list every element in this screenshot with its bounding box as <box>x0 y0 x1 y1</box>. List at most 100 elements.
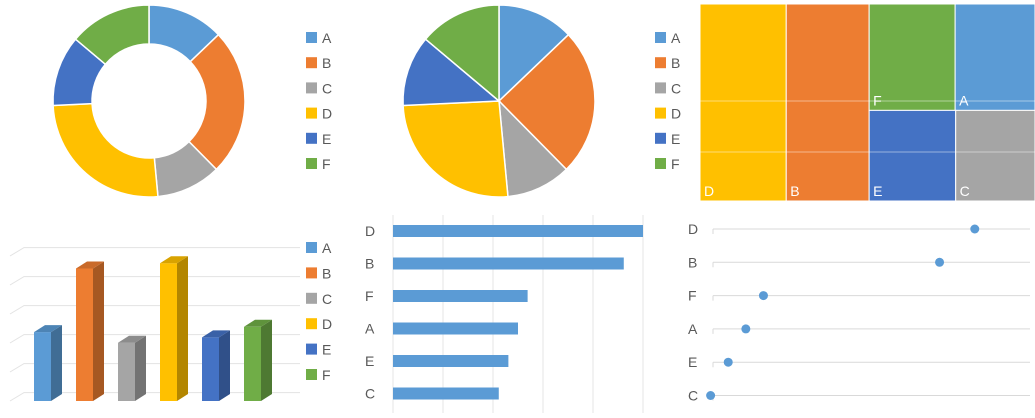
tile-label: A <box>959 92 969 108</box>
legend-swatch <box>655 132 666 144</box>
legend-label: D <box>322 106 332 122</box>
dot-F <box>758 291 768 301</box>
category-label: B <box>365 256 374 272</box>
legend-label: A <box>322 30 332 46</box>
legend-label: A <box>671 30 681 46</box>
tile-D <box>699 3 787 202</box>
legend-label: E <box>322 131 331 147</box>
legend-swatch <box>655 158 666 169</box>
column-side <box>135 335 146 401</box>
tile-label: C <box>960 183 970 199</box>
slice-F <box>424 4 500 103</box>
slice-E <box>402 38 501 107</box>
column-F <box>244 326 261 401</box>
column-top <box>76 261 104 269</box>
legend-swatch <box>306 242 317 253</box>
legend-swatch <box>306 132 317 144</box>
bar-E <box>393 355 509 367</box>
column-A <box>34 332 51 401</box>
legend-swatch <box>655 57 666 69</box>
legend-label: B <box>322 55 331 71</box>
column-side <box>177 256 188 401</box>
tile-A <box>954 3 1035 111</box>
bar-A <box>393 322 518 335</box>
legend-label: E <box>322 342 331 358</box>
legend-label: D <box>671 106 681 122</box>
legend-label: C <box>322 80 332 96</box>
dot-B <box>935 257 945 267</box>
column-top <box>202 330 230 338</box>
legend-swatch <box>655 107 666 119</box>
legend-label: E <box>671 131 680 147</box>
legend-label: F <box>322 156 331 172</box>
slice-B <box>497 33 596 171</box>
category-label: F <box>688 288 697 304</box>
column-E <box>202 337 219 401</box>
legend-label: C <box>671 80 681 96</box>
bar-B <box>393 257 624 270</box>
legend-label: F <box>671 156 680 172</box>
horizontal-bar-chart: D BF AE C <box>365 215 644 413</box>
slice-D <box>52 102 159 198</box>
dot-D <box>970 224 980 234</box>
dot-plot-chart: D B F A E C <box>688 221 1030 404</box>
legend-swatch <box>306 318 317 330</box>
column-top <box>244 319 272 327</box>
category-label: F <box>365 288 374 304</box>
column-top <box>34 325 62 333</box>
column-C <box>118 342 135 401</box>
slice-A <box>498 4 570 103</box>
column-B <box>76 268 93 401</box>
legend-swatch <box>306 369 317 380</box>
legend-swatch <box>306 57 317 69</box>
legend-label: B <box>671 55 680 71</box>
category-label: D <box>365 223 375 239</box>
tile-label: E <box>873 183 882 199</box>
legend-swatch <box>306 32 317 43</box>
legend-swatch <box>306 158 317 169</box>
column-side <box>93 261 104 401</box>
column-top <box>160 256 188 264</box>
gridline <box>9 305 300 315</box>
category-label: D <box>688 221 698 237</box>
column-side <box>261 319 272 401</box>
slice-D <box>402 100 509 198</box>
legend-label: C <box>322 291 332 307</box>
column-side <box>219 330 230 401</box>
column-D <box>160 263 177 401</box>
bar-C <box>393 387 499 400</box>
slice-C <box>498 98 568 198</box>
tile-B <box>785 3 870 202</box>
tile-label: F <box>873 92 882 108</box>
column-side <box>51 325 62 401</box>
category-label: E <box>688 354 697 370</box>
legend-swatch <box>306 107 317 119</box>
legend-label: B <box>322 265 331 281</box>
bar-F <box>393 290 528 302</box>
legend-swatch <box>306 343 317 355</box>
legend-swatch <box>306 267 317 279</box>
tile-F <box>868 3 956 111</box>
category-label: E <box>365 353 374 369</box>
dot-A <box>741 324 751 334</box>
slice-F <box>74 4 150 66</box>
category-label: B <box>688 254 697 270</box>
legend-label: D <box>322 316 332 332</box>
tile-label: B <box>790 183 799 199</box>
legend-swatch <box>306 82 317 94</box>
dot-E <box>723 357 733 367</box>
category-label: C <box>688 388 698 404</box>
legend-label: A <box>322 240 332 256</box>
category-label: A <box>365 321 375 337</box>
legend-swatch <box>655 32 666 43</box>
category-label: C <box>365 386 375 402</box>
gridline <box>9 247 300 257</box>
tile-label: D <box>704 183 714 199</box>
legend-swatch <box>306 292 317 304</box>
legend-swatch <box>655 82 666 94</box>
gridline <box>9 276 300 286</box>
